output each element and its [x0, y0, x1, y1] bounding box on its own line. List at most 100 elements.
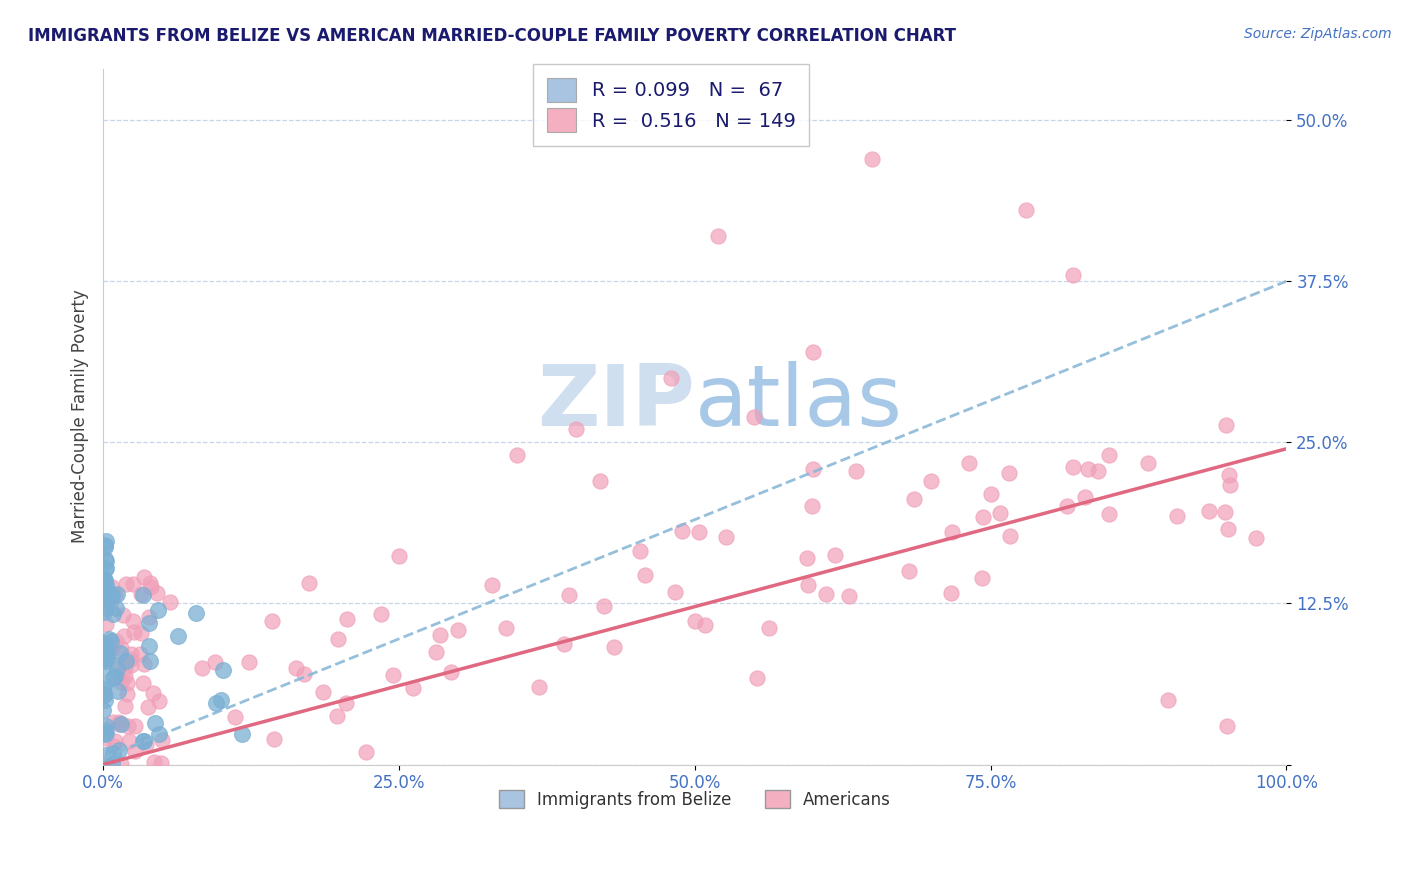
Point	[312, 685, 335, 699]
Point	[1098, 448, 1121, 462]
Point	[238, 655, 260, 669]
Point	[634, 568, 657, 582]
Point	[146, 586, 169, 600]
Point	[94, 585, 117, 599]
Point	[94, 580, 117, 594]
Point	[425, 645, 447, 659]
Point	[94, 573, 117, 587]
Point	[148, 727, 170, 741]
Point	[110, 640, 132, 655]
Text: ZIP: ZIP	[537, 361, 695, 444]
Point	[94, 651, 117, 665]
Point	[101, 756, 124, 770]
Point	[94, 725, 117, 739]
Point	[1218, 478, 1240, 492]
Point	[100, 590, 122, 604]
Point	[93, 577, 115, 591]
Point	[107, 670, 129, 684]
Point	[941, 524, 963, 539]
Point	[603, 640, 626, 654]
Point	[120, 657, 142, 672]
Point	[143, 715, 166, 730]
Point	[138, 639, 160, 653]
Point	[94, 554, 117, 568]
Point	[94, 693, 117, 707]
Point	[108, 717, 131, 731]
Point	[664, 585, 686, 599]
Point	[139, 575, 162, 590]
Point	[139, 580, 162, 594]
Point	[671, 524, 693, 539]
Point	[114, 654, 136, 668]
Point	[381, 668, 404, 682]
Point	[93, 687, 115, 701]
Point	[1166, 508, 1188, 523]
Point	[298, 576, 321, 591]
Point	[93, 686, 115, 700]
Point	[120, 648, 142, 662]
Point	[1015, 203, 1038, 218]
Point	[93, 703, 115, 717]
Point	[132, 588, 155, 602]
Point	[138, 616, 160, 631]
Point	[129, 647, 152, 661]
Point	[1213, 505, 1236, 519]
Point	[143, 755, 166, 769]
Point	[957, 456, 980, 470]
Point	[149, 756, 172, 770]
Point	[136, 700, 159, 714]
Point	[110, 717, 132, 731]
Point	[111, 607, 134, 622]
Point	[707, 229, 730, 244]
Point	[94, 637, 117, 651]
Point	[96, 578, 118, 592]
Point	[114, 668, 136, 682]
Point	[124, 625, 146, 640]
Point	[211, 663, 233, 677]
Point	[94, 540, 117, 554]
Point	[124, 718, 146, 732]
Point	[121, 576, 143, 591]
Point	[903, 491, 925, 506]
Point	[115, 577, 138, 591]
Point	[593, 599, 616, 613]
Point	[94, 727, 117, 741]
Point	[93, 650, 115, 665]
Point	[134, 570, 156, 584]
Point	[1218, 522, 1240, 536]
Point	[107, 684, 129, 698]
Point	[446, 624, 468, 638]
Point	[294, 667, 316, 681]
Point	[335, 696, 357, 710]
Point	[94, 748, 117, 763]
Point	[800, 499, 823, 513]
Point	[132, 734, 155, 748]
Point	[97, 639, 120, 653]
Point	[114, 698, 136, 713]
Point	[93, 538, 115, 552]
Point	[326, 709, 349, 723]
Point	[628, 543, 651, 558]
Point	[104, 588, 127, 602]
Point	[506, 448, 529, 462]
Point	[1198, 504, 1220, 518]
Point	[370, 607, 392, 622]
Point	[110, 757, 132, 772]
Point	[105, 600, 128, 615]
Point	[101, 746, 124, 760]
Point	[117, 719, 139, 733]
Point	[104, 669, 127, 683]
Point	[108, 657, 131, 671]
Point	[105, 662, 128, 676]
Point	[589, 474, 612, 488]
Point	[103, 671, 125, 685]
Point	[148, 694, 170, 708]
Point	[1062, 268, 1084, 282]
Point	[1157, 693, 1180, 707]
Point	[224, 710, 246, 724]
Point	[688, 525, 710, 540]
Point	[558, 588, 581, 602]
Point	[98, 640, 121, 654]
Point	[100, 633, 122, 648]
Point	[159, 595, 181, 609]
